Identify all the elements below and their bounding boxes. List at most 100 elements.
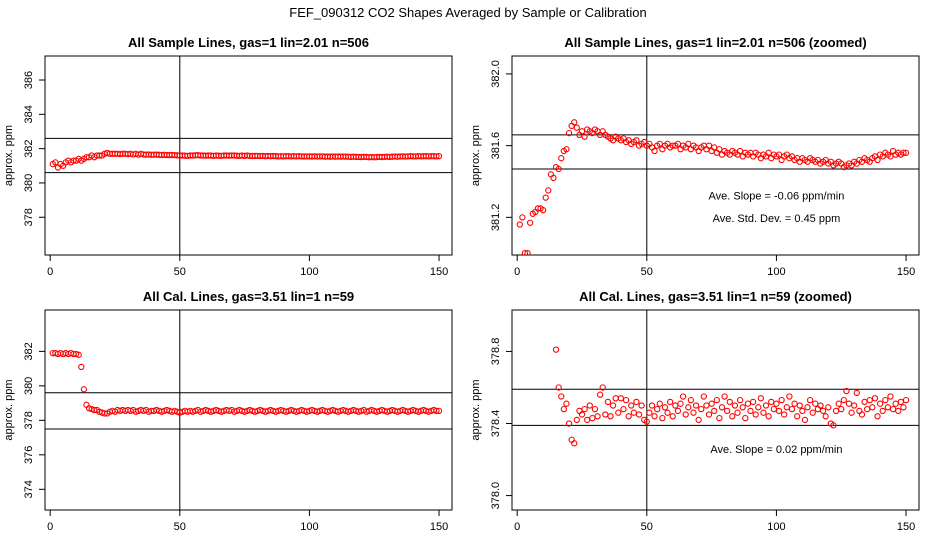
x-tick-label: 150 bbox=[430, 521, 448, 533]
y-axis-label: approx. ppm bbox=[3, 125, 15, 186]
y-axis-label: approx. ppm bbox=[3, 379, 15, 440]
data-point bbox=[713, 396, 720, 404]
data-point bbox=[555, 384, 562, 391]
data-point bbox=[799, 407, 806, 415]
plot-frame bbox=[511, 309, 920, 511]
data-point bbox=[874, 156, 881, 164]
y-tick-label: 380 bbox=[23, 174, 35, 192]
data-point bbox=[734, 409, 741, 416]
x-tick-label: 50 bbox=[641, 521, 653, 533]
data-point bbox=[664, 409, 671, 416]
data-point bbox=[581, 405, 588, 413]
data-point bbox=[698, 405, 705, 413]
data-point bbox=[78, 363, 85, 371]
data-point bbox=[812, 400, 819, 407]
data-point bbox=[765, 413, 772, 420]
data-point bbox=[770, 405, 777, 413]
y-tick-label: 378 bbox=[23, 411, 35, 429]
data-point bbox=[718, 404, 726, 411]
data-point bbox=[760, 409, 767, 416]
data-point bbox=[648, 402, 656, 409]
y-tick-label: 384 bbox=[23, 105, 35, 123]
data-point bbox=[633, 137, 640, 144]
data-point bbox=[80, 386, 88, 393]
data-point bbox=[602, 411, 609, 418]
data-point bbox=[630, 409, 637, 416]
data-point bbox=[900, 149, 907, 156]
data-points bbox=[552, 346, 910, 447]
x-tick-label: 100 bbox=[300, 266, 318, 278]
x-tick-label: 0 bbox=[47, 266, 53, 278]
data-point bbox=[819, 407, 827, 415]
data-point bbox=[635, 411, 643, 418]
data-point bbox=[858, 411, 866, 418]
y-tick-label: 378 bbox=[23, 208, 35, 226]
data-point bbox=[433, 153, 440, 160]
data-point bbox=[744, 400, 752, 407]
data-point bbox=[775, 407, 783, 415]
data-point bbox=[801, 416, 809, 424]
data-points bbox=[49, 349, 443, 417]
chart-panel-4: All Cal. Lines, gas=3.51 lin=1 n=59 (zoo… bbox=[470, 289, 920, 533]
data-point bbox=[851, 402, 858, 409]
data-point bbox=[700, 393, 707, 400]
data-point bbox=[900, 404, 907, 411]
data-point bbox=[682, 411, 689, 418]
data-point bbox=[705, 411, 713, 418]
data-point bbox=[822, 413, 829, 420]
x-tick-label: 50 bbox=[174, 266, 186, 278]
data-point bbox=[659, 414, 666, 422]
data-points bbox=[516, 119, 910, 255]
x-tick-label: 100 bbox=[300, 521, 318, 533]
data-point bbox=[591, 405, 599, 413]
data-point bbox=[895, 407, 902, 415]
data-point bbox=[679, 393, 687, 400]
y-tick-label: 382 bbox=[23, 342, 35, 360]
data-point bbox=[869, 404, 876, 411]
data-point bbox=[687, 396, 695, 404]
x-tick-label: 0 bbox=[514, 521, 520, 533]
data-point bbox=[796, 402, 803, 409]
data-point bbox=[773, 400, 780, 407]
data-point bbox=[882, 396, 889, 404]
data-point bbox=[607, 413, 614, 420]
chart-panel-1: All Sample Lines, gas=1 lin=2.01 n=506 0 5… bbox=[3, 35, 453, 278]
data-point bbox=[550, 174, 557, 182]
y-tick-label: 380 bbox=[23, 377, 35, 395]
data-point bbox=[902, 149, 910, 156]
data-point bbox=[848, 409, 855, 416]
data-point bbox=[830, 422, 837, 429]
chart-panel-3: All Cal. Lines, gas=3.51 lin=1 n=59 0 50 10… bbox=[3, 289, 453, 533]
data-point bbox=[752, 411, 759, 418]
data-point bbox=[703, 402, 710, 409]
data-point bbox=[558, 155, 565, 162]
data-point bbox=[672, 402, 679, 409]
data-point bbox=[596, 391, 604, 398]
panel-title: All Cal. Lines, gas=3.51 lin=1 n=59 bbox=[143, 289, 354, 304]
data-point bbox=[521, 250, 529, 255]
data-point bbox=[526, 219, 534, 226]
data-point bbox=[806, 396, 814, 404]
data-point bbox=[791, 400, 798, 407]
data-point bbox=[516, 221, 523, 228]
data-point bbox=[578, 411, 586, 418]
data-point bbox=[685, 404, 692, 411]
data-point bbox=[711, 407, 718, 415]
data-point bbox=[902, 396, 910, 404]
data-point bbox=[581, 133, 588, 140]
data-point bbox=[843, 387, 850, 395]
x-tick-label: 0 bbox=[514, 266, 520, 278]
data-point bbox=[708, 400, 715, 407]
data-point bbox=[555, 165, 562, 173]
x-tick-label: 100 bbox=[767, 266, 785, 278]
data-point bbox=[542, 194, 549, 201]
data-point bbox=[677, 400, 684, 407]
data-point bbox=[571, 119, 578, 126]
data-point bbox=[589, 414, 596, 422]
data-point bbox=[609, 402, 617, 409]
data-point bbox=[781, 411, 788, 418]
data-point bbox=[435, 153, 443, 160]
data-point bbox=[876, 400, 884, 407]
data-point bbox=[817, 402, 824, 409]
data-point bbox=[726, 398, 733, 406]
